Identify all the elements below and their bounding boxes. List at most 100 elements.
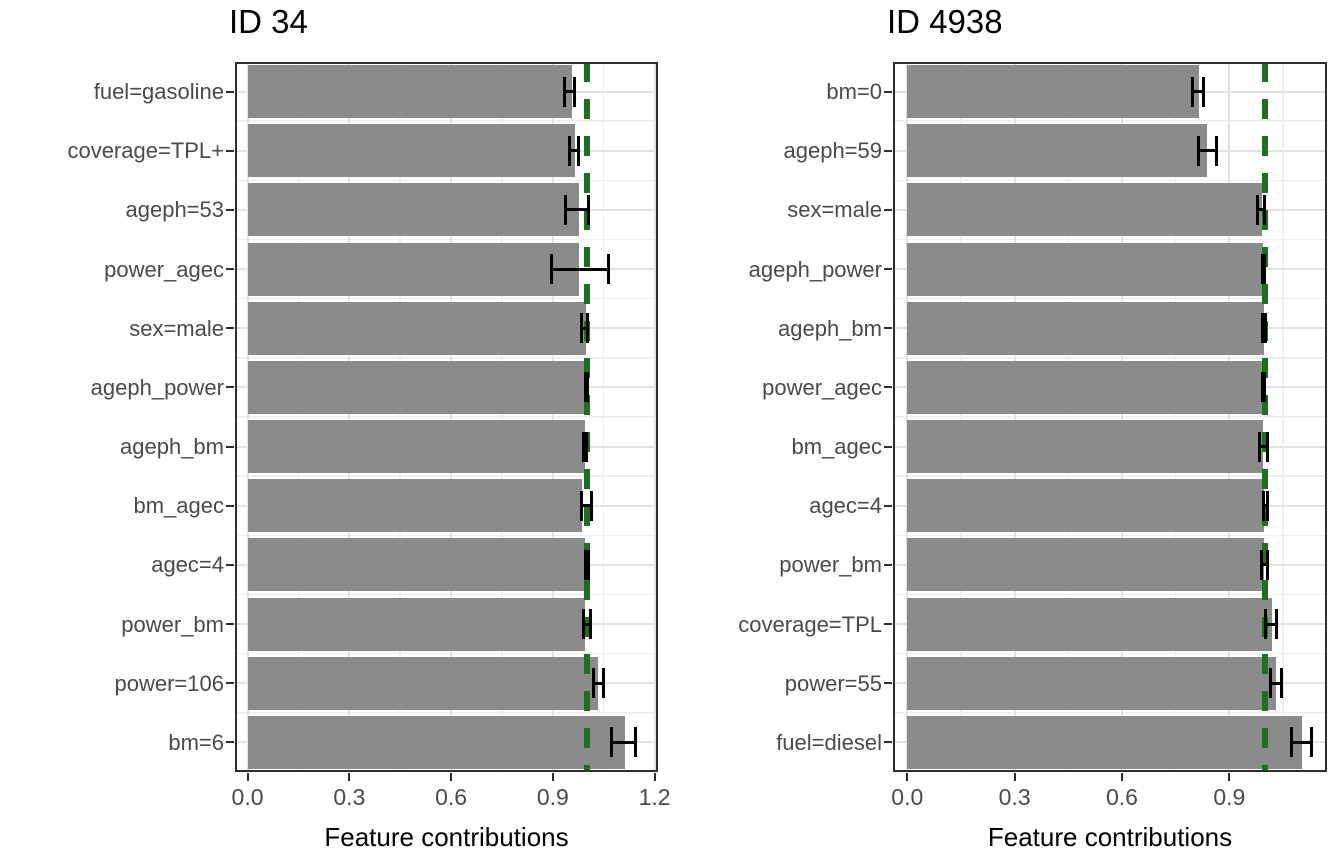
y-tick: [884, 445, 892, 448]
y-axis-label: agec=4: [151, 552, 224, 578]
error-bar-line: [1263, 504, 1268, 508]
y-axis-label: bm=6: [168, 729, 224, 755]
error-bar-cap-left: [583, 549, 587, 580]
error-bar-cap-right: [601, 668, 605, 699]
bar: [247, 420, 586, 474]
y-tick: [226, 623, 234, 626]
error-bar-line: [611, 740, 636, 744]
gridline-major-vertical: [1120, 62, 1123, 772]
error-bar-cap-right: [1263, 372, 1267, 403]
error-bar-cap-left: [1260, 313, 1264, 344]
y-tick: [226, 386, 234, 389]
gridline-minor-horizontal: [235, 357, 658, 359]
bar: [247, 479, 582, 533]
error-bar-line: [551, 267, 609, 271]
error-bar-cap-left: [591, 668, 595, 699]
y-tick: [884, 90, 892, 93]
reference-line: [1262, 62, 1269, 772]
x-tick: [906, 773, 909, 781]
gridline-minor-horizontal: [893, 238, 1327, 241]
gridline-minor-horizontal: [893, 357, 1327, 359]
y-tick: [226, 445, 234, 448]
error-bar-cap-right: [1266, 549, 1270, 580]
error-bar-cap-left: [1191, 76, 1195, 107]
error-bar-line: [564, 90, 575, 94]
error-bar-cap-right: [584, 431, 588, 462]
x-tick-label: 0.0: [891, 784, 924, 810]
error-bar-cap-left: [582, 431, 586, 462]
y-tick: [884, 563, 892, 566]
error-bar-cap-left: [1264, 609, 1268, 640]
error-bar-line: [1257, 208, 1265, 212]
gridline-major-vertical: [450, 62, 453, 772]
y-tick: [226, 563, 234, 566]
y-tick: [884, 386, 892, 389]
error-bar-line: [581, 504, 592, 508]
x-axis-title: Feature contributions: [987, 822, 1233, 852]
x-tick: [348, 773, 351, 781]
y-axis-label: power=55: [784, 670, 882, 696]
y-axis-label: bm=0: [826, 79, 882, 104]
error-bar-cap-left: [583, 372, 587, 403]
gridline-minor-horizontal: [235, 534, 658, 537]
y-axis-label: bm_agec: [133, 493, 224, 519]
bar: [247, 656, 598, 710]
bar: [907, 242, 1264, 296]
x-tick: [1013, 773, 1016, 781]
gridline-minor-horizontal: [893, 593, 1327, 596]
error-bar-cap-right: [590, 490, 593, 521]
error-bar-cap-left: [1262, 490, 1266, 521]
x-tick-label: 0.9: [1213, 784, 1246, 810]
error-bar-cap-left: [1289, 727, 1293, 758]
y-tick: [884, 741, 892, 744]
y-axis-label: bm_agec: [791, 434, 882, 459]
gridline-major-vertical: [653, 62, 656, 772]
gridline-minor-horizontal: [893, 120, 1327, 122]
y-axis-label: ageph_power: [90, 374, 224, 400]
error-bar-cap-left: [580, 313, 584, 344]
error-bar-cap-left: [1256, 194, 1260, 225]
y-tick: [884, 208, 892, 211]
gridline-minor-horizontal: [893, 652, 1327, 655]
x-tick: [653, 773, 656, 781]
gridline-minor-horizontal: [235, 593, 658, 596]
error-bar-line: [585, 563, 589, 567]
gridline-major-vertical: [906, 62, 909, 772]
y-tick: [226, 268, 234, 271]
bar: [247, 360, 587, 414]
x-tick: [1228, 773, 1231, 781]
error-bar-cap-right: [588, 609, 592, 640]
y-tick: [884, 268, 892, 271]
error-bar-cap-right: [587, 194, 591, 225]
y-axis-label: fuel=diesel: [776, 729, 882, 755]
x-tick: [246, 773, 249, 781]
x-tick: [551, 773, 554, 781]
bar: [247, 301, 587, 355]
y-tick: [226, 90, 234, 93]
bar: [907, 301, 1264, 355]
error-bar-cap-left: [563, 194, 567, 225]
y-tick: [226, 149, 234, 152]
bar: [247, 597, 585, 651]
y-tick: [884, 149, 892, 152]
error-bar-cap-left: [567, 135, 571, 166]
bar: [907, 65, 1199, 119]
error-bar-cap-left: [1257, 431, 1261, 462]
bar: [907, 360, 1264, 414]
chart-title: ID 34: [229, 3, 308, 40]
gridline-minor-horizontal: [893, 475, 1327, 477]
gridline-major-vertical: [246, 62, 249, 772]
error-bar-cap-right: [573, 76, 577, 107]
gridline-minor-horizontal: [235, 120, 658, 122]
error-bar-line: [1262, 326, 1266, 330]
x-tick-label: 0.6: [435, 784, 468, 810]
error-bar-cap-left: [609, 727, 613, 758]
error-bar-cap-left: [1260, 549, 1264, 580]
y-axis-label: power=106: [114, 670, 224, 696]
x-axis-title: Feature contributions: [324, 822, 569, 852]
y-axis-label: fuel=gasoline: [93, 79, 224, 104]
bar: [247, 538, 586, 592]
gridline-minor-horizontal: [893, 712, 1327, 714]
x-tick-label: 0.6: [1105, 784, 1138, 810]
